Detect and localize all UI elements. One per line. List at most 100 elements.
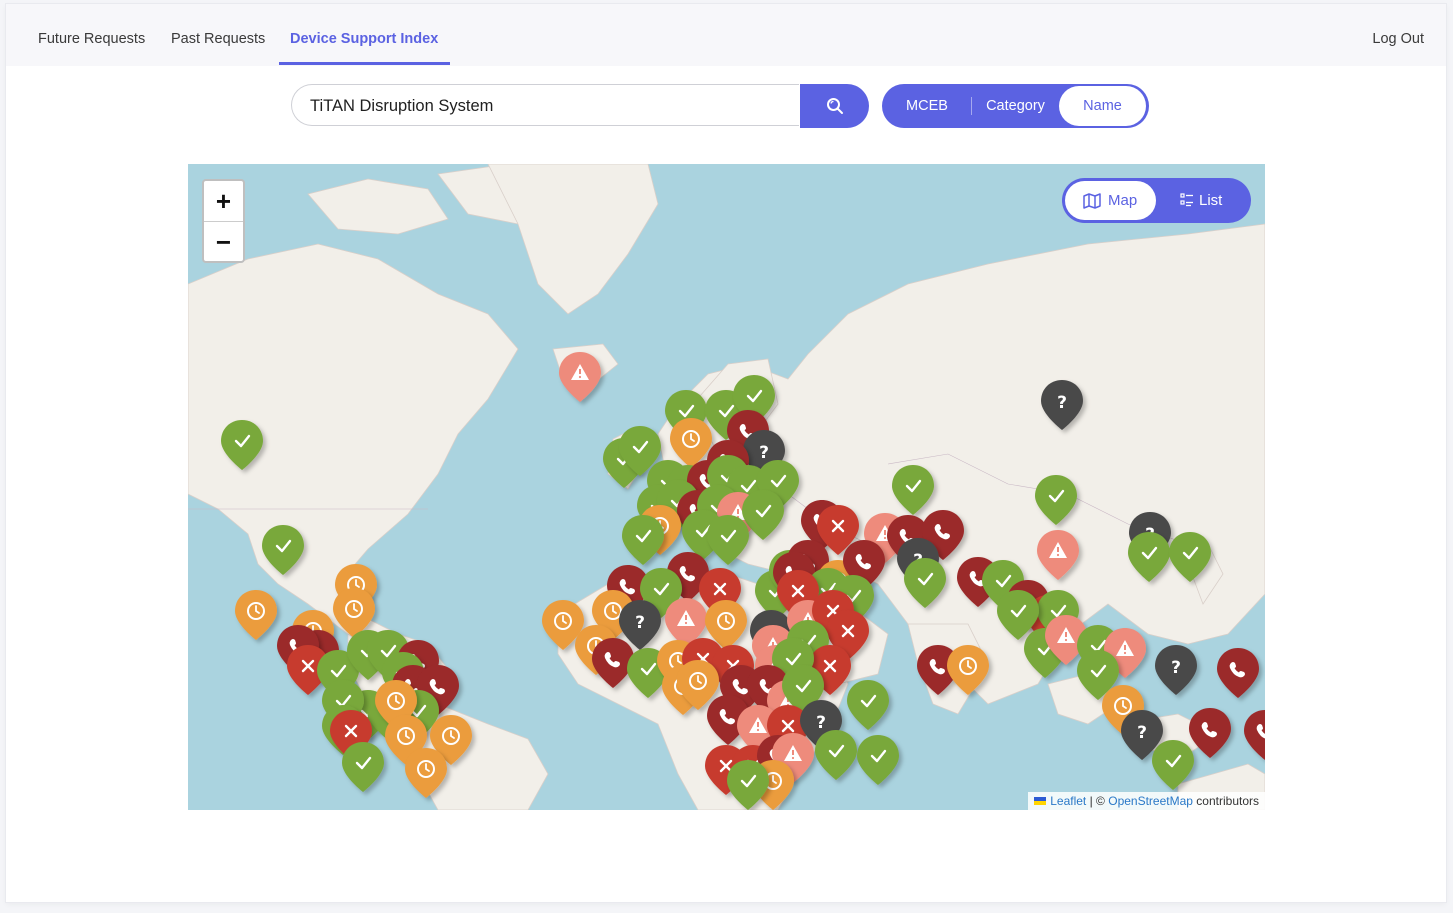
map-marker-supported[interactable] xyxy=(619,426,661,476)
tab-future-requests[interactable]: Future Requests xyxy=(38,31,146,47)
map-marker-supported[interactable] xyxy=(815,730,857,780)
map-marker-unknown[interactable]: ? xyxy=(1121,710,1163,760)
zoom-in-button[interactable]: + xyxy=(215,186,232,216)
map-marker-pending[interactable] xyxy=(405,748,447,798)
map-marker-contact[interactable] xyxy=(922,510,964,560)
map-marker-supported[interactable] xyxy=(640,568,682,618)
map-marker-unsupported[interactable] xyxy=(767,705,809,755)
map-view-button[interactable]: Map xyxy=(1065,181,1156,220)
device-map[interactable]: ????????? + − Map xyxy=(188,164,1265,810)
tab-device-support-index[interactable]: Device Support Index xyxy=(290,31,439,47)
map-marker-supported[interactable] xyxy=(997,590,1039,640)
map-marker-supported[interactable] xyxy=(1037,590,1079,640)
map-marker-warning[interactable] xyxy=(1037,530,1079,580)
map-marker-unsupported[interactable] xyxy=(827,610,869,660)
map-marker-supported[interactable] xyxy=(367,630,409,680)
map-marker-unsupported[interactable] xyxy=(699,568,741,618)
map-marker-pending[interactable] xyxy=(235,590,277,640)
map-marker-supported[interactable] xyxy=(397,690,439,740)
map-marker-pending[interactable] xyxy=(385,715,427,765)
map-marker-unknown[interactable]: ? xyxy=(800,700,842,750)
map-marker-supported[interactable] xyxy=(727,465,769,515)
map-marker-warning[interactable] xyxy=(737,705,779,755)
map-marker-unknown[interactable]: ? xyxy=(1155,645,1197,695)
map-marker-unsupported[interactable] xyxy=(705,745,747,795)
map-marker-supported[interactable] xyxy=(1077,650,1119,700)
map-marker-pending[interactable] xyxy=(1102,685,1144,735)
map-marker-contact[interactable] xyxy=(417,665,459,715)
map-marker-contact[interactable] xyxy=(1244,710,1265,760)
list-view-button[interactable]: List xyxy=(1180,178,1250,223)
map-marker-contact[interactable] xyxy=(720,665,762,715)
map-marker-pending[interactable] xyxy=(333,588,375,638)
map-marker-contact[interactable] xyxy=(1217,648,1259,698)
map-marker-pending[interactable] xyxy=(430,715,472,765)
active-tab-indicator xyxy=(279,62,450,65)
map-marker-supported[interactable] xyxy=(342,742,384,792)
zoom-out-button[interactable]: − xyxy=(215,227,232,257)
map-marker-supported[interactable] xyxy=(627,648,669,698)
map-marker-pending[interactable] xyxy=(705,600,747,650)
map-marker-supported[interactable] xyxy=(857,735,899,785)
map-marker-supported[interactable] xyxy=(622,515,664,565)
map-marker-unknown[interactable]: ? xyxy=(619,600,661,650)
map-marker-supported[interactable] xyxy=(847,680,889,730)
map-marker-supported[interactable] xyxy=(727,760,769,810)
map-marker-supported[interactable] xyxy=(742,490,784,540)
map-marker-pending[interactable] xyxy=(670,418,712,468)
map-marker-supported[interactable] xyxy=(221,420,263,470)
map-marker-supported[interactable] xyxy=(772,638,814,688)
map-marker-warning[interactable] xyxy=(1045,615,1087,665)
map-marker-supported[interactable] xyxy=(757,460,799,510)
map-marker-contact[interactable] xyxy=(1189,708,1231,758)
map-marker-contact[interactable] xyxy=(957,557,999,607)
map-marker-supported[interactable] xyxy=(1128,532,1170,582)
map-marker-supported[interactable] xyxy=(733,375,775,425)
map-marker-unsupported[interactable] xyxy=(817,505,859,555)
map-marker-unsupported[interactable] xyxy=(809,645,851,695)
map-marker-supported[interactable] xyxy=(1035,475,1077,525)
map-marker-unknown[interactable]: ? xyxy=(743,430,785,480)
map-marker-contact[interactable] xyxy=(592,638,634,688)
search-field[interactable] xyxy=(291,84,799,127)
filter-option-name[interactable]: Name xyxy=(1059,86,1146,126)
map-marker-warning[interactable] xyxy=(665,598,707,648)
map-marker-contact[interactable] xyxy=(707,695,749,745)
map-marker-unknown[interactable]: ? xyxy=(1041,380,1083,430)
map-marker-pending[interactable] xyxy=(947,645,989,695)
map-marker-pending[interactable] xyxy=(375,680,417,730)
map-marker-contact[interactable] xyxy=(667,552,709,602)
map-marker-supported[interactable] xyxy=(705,390,747,440)
map-marker-supported[interactable] xyxy=(1169,532,1211,582)
map-marker-supported[interactable] xyxy=(707,515,749,565)
map-marker-supported[interactable] xyxy=(262,525,304,575)
map-marker-supported[interactable] xyxy=(782,665,824,715)
map-marker-pending[interactable] xyxy=(592,590,634,640)
map-marker-pending[interactable] xyxy=(542,600,584,650)
map-marker-unsupported[interactable] xyxy=(330,710,372,760)
map-marker-supported[interactable] xyxy=(904,558,946,608)
filter-option-category[interactable]: Category xyxy=(986,98,1045,114)
map-marker-unsupported[interactable] xyxy=(287,645,329,695)
map-marker-contact[interactable] xyxy=(843,540,885,590)
search-input[interactable] xyxy=(308,85,792,127)
map-marker-supported[interactable] xyxy=(665,390,707,440)
map-marker-warning[interactable] xyxy=(559,352,601,402)
map-marker-pending[interactable] xyxy=(677,660,719,710)
map-marker-supported[interactable] xyxy=(317,650,359,700)
map-marker-supported[interactable] xyxy=(682,510,724,560)
map-marker-warning[interactable] xyxy=(772,733,814,783)
leaflet-link[interactable]: Leaflet xyxy=(1050,794,1087,808)
map-marker-contact[interactable] xyxy=(607,565,649,615)
map-marker-supported[interactable] xyxy=(1152,740,1194,790)
logout-link[interactable]: Log Out xyxy=(1372,31,1424,47)
map-marker-supported[interactable] xyxy=(892,465,934,515)
search-button[interactable] xyxy=(800,84,869,128)
filter-option-mceb[interactable]: MCEB xyxy=(906,98,948,114)
map-marker-warning[interactable] xyxy=(1104,628,1146,678)
map-marker-contact[interactable] xyxy=(917,645,959,695)
map-marker-unsupported[interactable] xyxy=(777,570,819,620)
osm-link[interactable]: OpenStreetMap xyxy=(1108,794,1193,808)
tab-past-requests[interactable]: Past Requests xyxy=(171,31,266,47)
map-marker-supported[interactable] xyxy=(982,560,1024,610)
